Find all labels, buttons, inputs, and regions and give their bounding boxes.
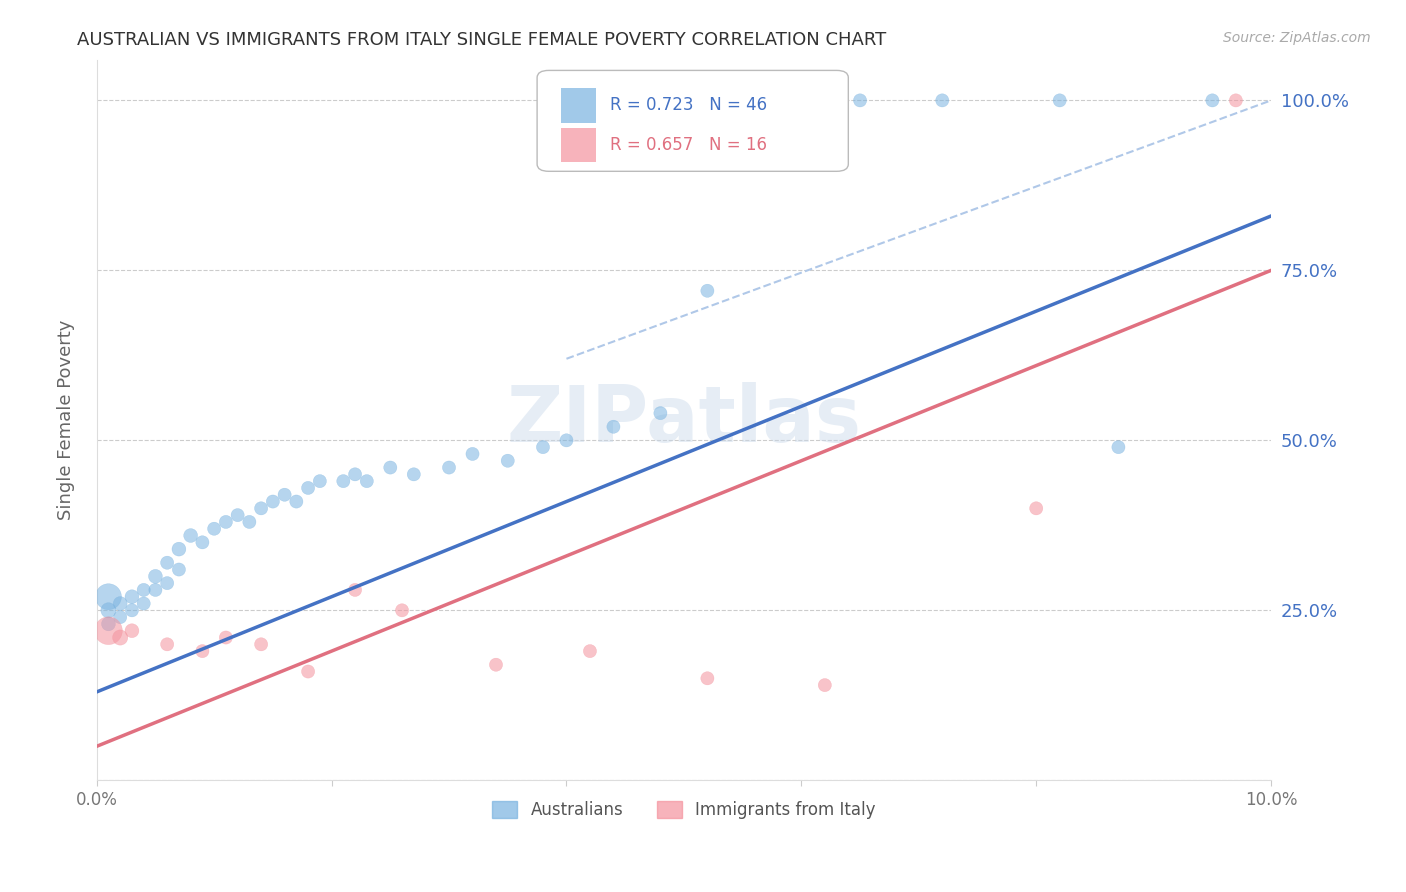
Australians [167, 562, 190, 576]
Australians [180, 528, 202, 542]
Australians [931, 94, 953, 108]
Immigrants from Italy [297, 665, 319, 679]
Legend: Australians, Immigrants from Italy: Australians, Immigrants from Italy [485, 795, 882, 826]
Australians [108, 597, 131, 611]
Immigrants from Italy [108, 631, 131, 645]
Immigrants from Italy [215, 631, 238, 645]
Australians [226, 508, 249, 523]
Text: Source: ZipAtlas.com: Source: ZipAtlas.com [1223, 31, 1371, 45]
Australians [531, 440, 554, 454]
Immigrants from Italy [121, 624, 143, 638]
Immigrants from Italy [191, 644, 214, 658]
Australians [238, 515, 260, 529]
Australians [696, 284, 718, 298]
Australians [1201, 94, 1223, 108]
Australians [250, 501, 273, 516]
FancyBboxPatch shape [561, 88, 596, 122]
Australians [356, 474, 378, 488]
Australians [285, 494, 308, 508]
Australians [145, 569, 167, 583]
Australians [437, 460, 460, 475]
Australians [380, 460, 402, 475]
Australians [145, 582, 167, 597]
Immigrants from Italy [250, 637, 273, 651]
Australians [297, 481, 319, 495]
Immigrants from Italy [344, 582, 367, 597]
Australians [650, 406, 672, 420]
Y-axis label: Single Female Poverty: Single Female Poverty [58, 319, 75, 520]
Australians [108, 610, 131, 624]
Text: AUSTRALIAN VS IMMIGRANTS FROM ITALY SINGLE FEMALE POVERTY CORRELATION CHART: AUSTRALIAN VS IMMIGRANTS FROM ITALY SING… [77, 31, 887, 49]
Australians [97, 616, 120, 631]
Australians [602, 419, 624, 434]
Australians [555, 434, 578, 448]
Australians [156, 556, 179, 570]
Australians [332, 474, 354, 488]
Immigrants from Italy [391, 603, 413, 617]
Australians [167, 542, 190, 557]
Australians [121, 590, 143, 604]
Australians [308, 474, 330, 488]
Immigrants from Italy [1025, 501, 1047, 516]
Australians [849, 94, 872, 108]
Immigrants from Italy [485, 657, 508, 672]
Immigrants from Italy [696, 671, 718, 685]
Text: R = 0.657   N = 16: R = 0.657 N = 16 [610, 136, 766, 154]
Immigrants from Italy [156, 637, 179, 651]
Australians [814, 94, 837, 108]
Australians [1049, 94, 1071, 108]
Australians [132, 582, 155, 597]
Immigrants from Italy [579, 644, 602, 658]
Australians [215, 515, 238, 529]
Australians [156, 576, 179, 591]
Australians [273, 488, 295, 502]
Immigrants from Italy [814, 678, 837, 692]
Australians [461, 447, 484, 461]
Australians [202, 522, 225, 536]
Australians [121, 603, 143, 617]
Australians [132, 597, 155, 611]
Immigrants from Italy [1225, 94, 1247, 108]
Australians [1107, 440, 1129, 454]
Text: ZIPatlas: ZIPatlas [506, 382, 862, 458]
FancyBboxPatch shape [537, 70, 848, 171]
Text: R = 0.723   N = 46: R = 0.723 N = 46 [610, 96, 768, 114]
Australians [97, 603, 120, 617]
Australians [344, 467, 367, 482]
Immigrants from Italy [97, 624, 120, 638]
Australians [262, 494, 284, 508]
Australians [97, 590, 120, 604]
Australians [191, 535, 214, 549]
Australians [496, 454, 519, 468]
FancyBboxPatch shape [561, 128, 596, 162]
Australians [402, 467, 425, 482]
